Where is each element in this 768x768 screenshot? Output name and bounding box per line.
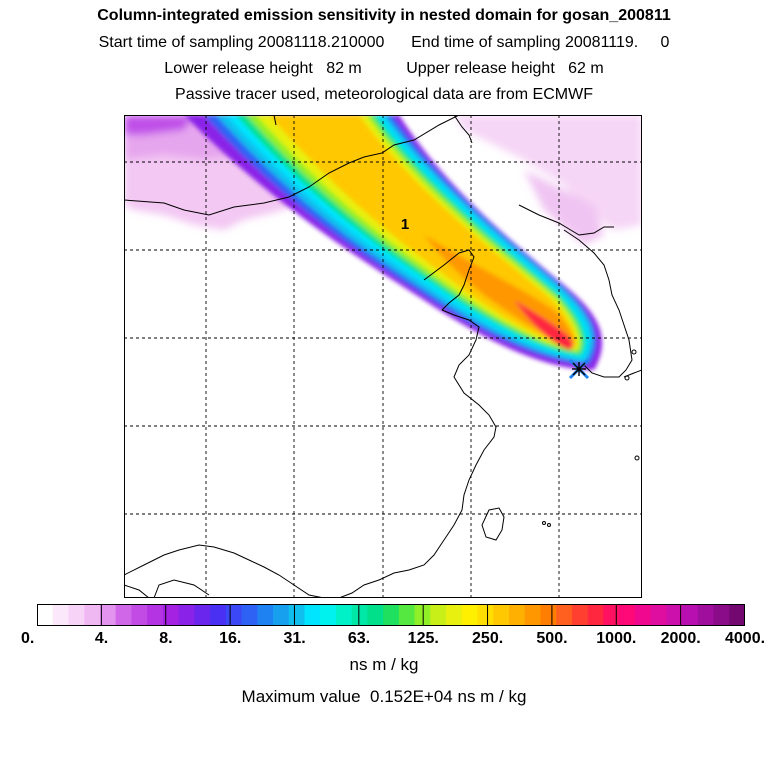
colorbar-units: ns m / kg (349, 655, 419, 674)
sampling-end-label: End time of sampling (411, 34, 561, 51)
colorbar-tick-label: 63. (347, 630, 371, 647)
lower-release: 82 m (326, 60, 362, 77)
sampling-start-label: Start time of sampling (98, 34, 254, 51)
colorbar-cell (147, 604, 164, 626)
max-value: 0.152E+04 (370, 687, 453, 706)
colorbar-cell (398, 604, 416, 626)
lower-release-label: Lower release height (164, 60, 313, 77)
colorbar-cell (477, 604, 494, 626)
colorbar-cell (351, 604, 368, 626)
colorbar-cell (540, 604, 557, 626)
colorbar-tick-label: 250. (472, 630, 504, 647)
colorbar-cell (697, 604, 715, 626)
colorbar-cell (84, 604, 101, 626)
colorbar-separators (100, 604, 682, 626)
colorbar-tick-label: 2000. (660, 630, 701, 647)
sensitivity-map: 1 (124, 115, 642, 598)
receptor-marker-icon (568, 358, 590, 380)
colorbar-cell (367, 604, 384, 626)
colorbar (37, 604, 745, 626)
colorbar-cell (335, 604, 353, 626)
colorbar-cell (729, 604, 745, 626)
colorbar-cell (241, 604, 258, 626)
colorbar-cell (603, 604, 620, 626)
upper-release: 62 m (568, 60, 604, 77)
sampling-end: 20081119. 0 (564, 34, 670, 51)
colorbar-cell (446, 604, 463, 626)
colorbar-cell (68, 604, 85, 626)
colorbar-cell (273, 604, 290, 626)
colorbar-cell (225, 604, 243, 626)
colorbar-cell (493, 604, 510, 626)
map-frame (124, 115, 642, 598)
colorbar-cell (99, 604, 117, 626)
colorbar-cell (713, 604, 730, 626)
colorbar-outline (37, 604, 745, 626)
colorbar-tick-label: 125. (407, 630, 439, 647)
colorbar-tick-label: 0. (21, 630, 35, 647)
colorbar-cell (288, 604, 305, 626)
islands (542, 349, 640, 527)
colorbar-cell (320, 604, 337, 626)
colorbar-cell (556, 604, 573, 626)
colorbar-cell (461, 604, 479, 626)
colorbar-tick-label: 4. (94, 630, 109, 647)
tracer-note: Passive tracer used, meteorological data… (175, 86, 593, 103)
plume-field (184, 115, 603, 370)
release-heights: Lower release height 82 m Upper release … (0, 60, 768, 78)
colorbar-tick-label: 8. (159, 630, 173, 647)
colorbar-cell (650, 604, 667, 626)
colorbar-tick-label: 4000. (725, 630, 766, 647)
colorbar-cell (52, 604, 69, 626)
colorbar-tick-label: 1000. (596, 630, 637, 647)
colorbar-cell (115, 604, 132, 626)
colorbar-cell (524, 604, 541, 626)
colorbar-tick-label: 500. (536, 630, 568, 647)
sampling-start: 20081118.210000 (257, 34, 385, 51)
plot-title: Column-integrated emission sensitivity i… (97, 7, 671, 24)
colorbar-cell (383, 604, 400, 626)
colorbar-cell (37, 604, 54, 626)
colorbar-cell (194, 604, 211, 626)
colorbar-cell (430, 604, 447, 626)
colorbar-tick-label: 31. (283, 630, 306, 647)
colorbar-tick-label: 16. (219, 630, 242, 647)
sampling-times: Start time of sampling 20081118.210000 E… (0, 34, 768, 52)
colorbar-cell (666, 604, 683, 626)
colorbar-cell (619, 604, 636, 626)
colorbar-cell (509, 604, 526, 626)
trajectory-label: 1 (401, 216, 409, 233)
lat-lon-grid (124, 115, 642, 598)
colorbar-cell (304, 604, 321, 626)
colorbar-cell (178, 604, 195, 626)
colorbar-cell (682, 604, 699, 626)
upper-release-label: Upper release height (406, 60, 555, 77)
maximum-value: Maximum value 0.152E+04 ns m / kg (0, 687, 768, 707)
colorbar-cell (571, 604, 589, 626)
colorbar-cell (210, 604, 227, 626)
max-units: ns m / kg (457, 687, 527, 706)
colorbar-cell (257, 604, 274, 626)
colorbar-cell (162, 604, 180, 626)
colorbar-cell (131, 604, 148, 626)
colorbar-cells (37, 604, 745, 626)
colorbar-cell (634, 604, 652, 626)
colorbar-cell (587, 604, 604, 626)
max-label: Maximum value (241, 687, 361, 706)
